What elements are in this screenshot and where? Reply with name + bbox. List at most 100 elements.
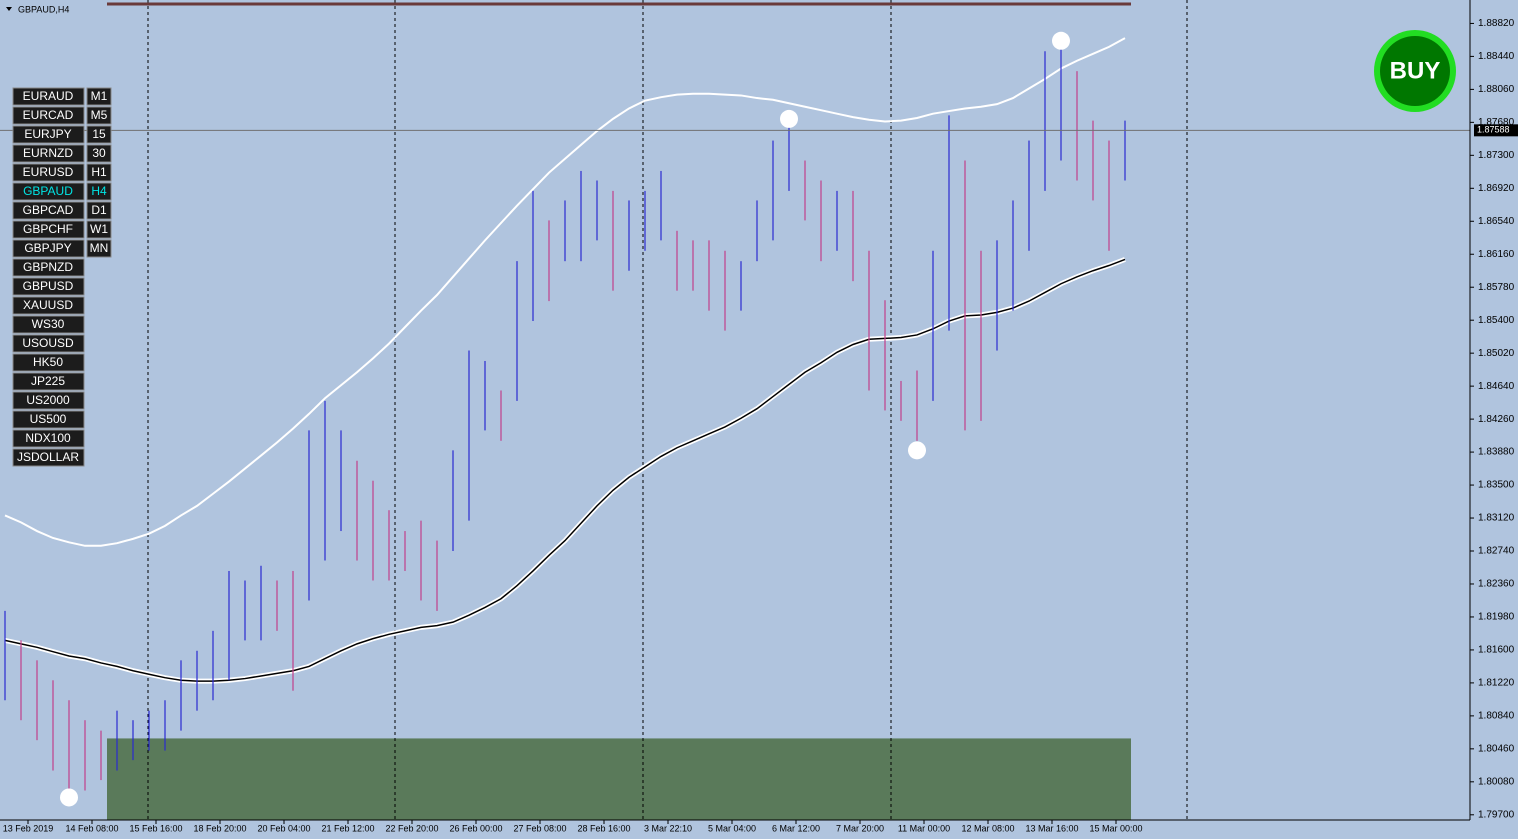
y-tick-label: 1.81220 (1478, 678, 1515, 689)
x-tick-label: 15 Feb 16:00 (129, 823, 182, 833)
symbol-button[interactable]: EURAUD (12, 87, 85, 106)
zone (107, 738, 1131, 820)
symbol-box (12, 163, 85, 182)
x-tick-label: 12 Mar 08:00 (961, 823, 1014, 833)
timeframe-box (86, 87, 112, 106)
symbol-button[interactable]: GBPCHF (12, 220, 85, 239)
buy-button[interactable]: BUY (1374, 30, 1456, 112)
symbol-box (12, 144, 85, 163)
symbol-button[interactable]: GBPJPY (12, 239, 85, 258)
x-tick-label: 6 Mar 12:00 (772, 823, 820, 833)
signal-dot (780, 109, 798, 128)
timeframe-button[interactable]: MN (86, 239, 112, 258)
symbol-label: EURUSD (23, 165, 74, 179)
y-tick-label: 1.88440 (1478, 51, 1515, 62)
symbol-button[interactable]: JP225 (12, 372, 85, 391)
timeframe-label: MN (90, 241, 109, 255)
symbol-box (12, 334, 85, 353)
y-tick-label: 1.82360 (1478, 579, 1515, 590)
y-tick-label: 1.84260 (1478, 414, 1515, 425)
symbol-button[interactable]: GBPAUD (12, 182, 85, 201)
symbol-label: HK50 (33, 355, 63, 369)
timeframe-box (86, 182, 112, 201)
symbol-label: JSDOLLAR (17, 450, 79, 464)
symbol-button[interactable]: NDX100 (12, 429, 85, 448)
x-tick-label: 28 Feb 16:00 (577, 823, 630, 833)
symbol-label: GBPCHF (23, 222, 73, 236)
x-tick-label: 20 Feb 04:00 (257, 823, 310, 833)
timeframe-label: M5 (91, 108, 108, 122)
symbol-button[interactable]: EURCAD (12, 106, 85, 125)
day-separators (147, 0, 1188, 820)
symbol-button[interactable]: JSDOLLAR (12, 448, 85, 467)
x-tick-label: 21 Feb 12:00 (321, 823, 374, 833)
timeframe-button[interactable]: M1 (86, 87, 112, 106)
timeframe-button[interactable]: M5 (86, 106, 112, 125)
y-tick-label: 1.88820 (1478, 18, 1515, 29)
y-tick-label: 1.84640 (1478, 381, 1515, 392)
symbol-box (12, 296, 85, 315)
symbol-button[interactable]: GBPUSD (12, 277, 85, 296)
symbol-label: EURCAD (23, 108, 74, 122)
symbol-button[interactable]: EURJPY (12, 125, 85, 144)
timeframe-button[interactable]: W1 (86, 220, 112, 239)
symbol-button[interactable]: GBPCAD (12, 201, 85, 220)
y-tick-label: 1.85020 (1478, 348, 1515, 359)
x-tick-label: 14 Feb 08:00 (65, 823, 118, 833)
timeframe-label: D1 (91, 203, 107, 217)
timeframe-button[interactable]: 30 (86, 144, 112, 163)
timeframe-button[interactable]: D1 (86, 201, 112, 220)
timeframe-label: W1 (90, 222, 108, 236)
symbol-button[interactable]: EURUSD (12, 163, 85, 182)
x-tick-label: 22 Feb 20:00 (385, 823, 438, 833)
x-tick-label: 13 Mar 16:00 (1025, 823, 1078, 833)
y-tick-label: 1.80460 (1478, 743, 1515, 754)
x-tick-label: 26 Feb 00:00 (449, 823, 502, 833)
timeframe-button[interactable]: H4 (86, 182, 112, 201)
symbol-button[interactable]: USOUSD (12, 334, 85, 353)
symbol-box (12, 448, 85, 467)
x-tick-label: 13 Feb 2019 (3, 823, 54, 833)
symbol-button[interactable]: XAUUSD (12, 296, 85, 315)
timeframe-label: H1 (91, 165, 107, 179)
upper-band (4, 37, 1126, 547)
signal-dot (60, 788, 78, 807)
symbol-box (12, 106, 85, 125)
symbol-label: JP225 (31, 374, 65, 388)
symbol-button[interactable]: WS30 (12, 315, 85, 334)
symbol-box (12, 182, 85, 201)
symbol-label: EURAUD (23, 89, 74, 103)
timeframe-label: M1 (91, 89, 108, 103)
menu-arrow[interactable] (6, 7, 12, 11)
symbol-button[interactable]: US2000 (12, 391, 85, 410)
timeframe-box (86, 144, 112, 163)
symbol-label: GBPCAD (23, 203, 74, 217)
symbol-button[interactable]: US500 (12, 410, 85, 429)
current-price-label: 1.87588 (1477, 125, 1510, 135)
symbol-box (12, 239, 85, 258)
symbol-box (12, 87, 85, 106)
timeframe-box (86, 106, 112, 125)
timeframe-label: 15 (92, 127, 106, 141)
x-tick-label: 18 Feb 20:00 (193, 823, 246, 833)
y-tick-label: 1.80080 (1478, 776, 1515, 787)
signal-dot (1052, 31, 1070, 50)
symbol-label: GBPJPY (24, 241, 71, 255)
timeframe-button[interactable]: H1 (86, 163, 112, 182)
symbol-label: EURNZD (23, 146, 73, 160)
signal-dot (908, 441, 926, 460)
symbol-button[interactable]: EURNZD (12, 144, 85, 163)
timeframe-button[interactable]: 15 (86, 125, 112, 144)
y-tick-label: 1.81600 (1478, 645, 1515, 656)
y-tick-label: 1.83500 (1478, 480, 1515, 491)
moving-average (4, 258, 1126, 682)
symbol-label: US500 (30, 412, 67, 426)
y-tick-label: 1.85400 (1478, 315, 1515, 326)
symbol-label: GBPNZD (23, 260, 73, 274)
symbol-button[interactable]: GBPNZD (12, 258, 85, 277)
symbol-box (12, 353, 85, 372)
buy-core (1380, 36, 1450, 106)
symbol-button[interactable]: HK50 (12, 353, 85, 372)
symbol-box (12, 125, 85, 144)
